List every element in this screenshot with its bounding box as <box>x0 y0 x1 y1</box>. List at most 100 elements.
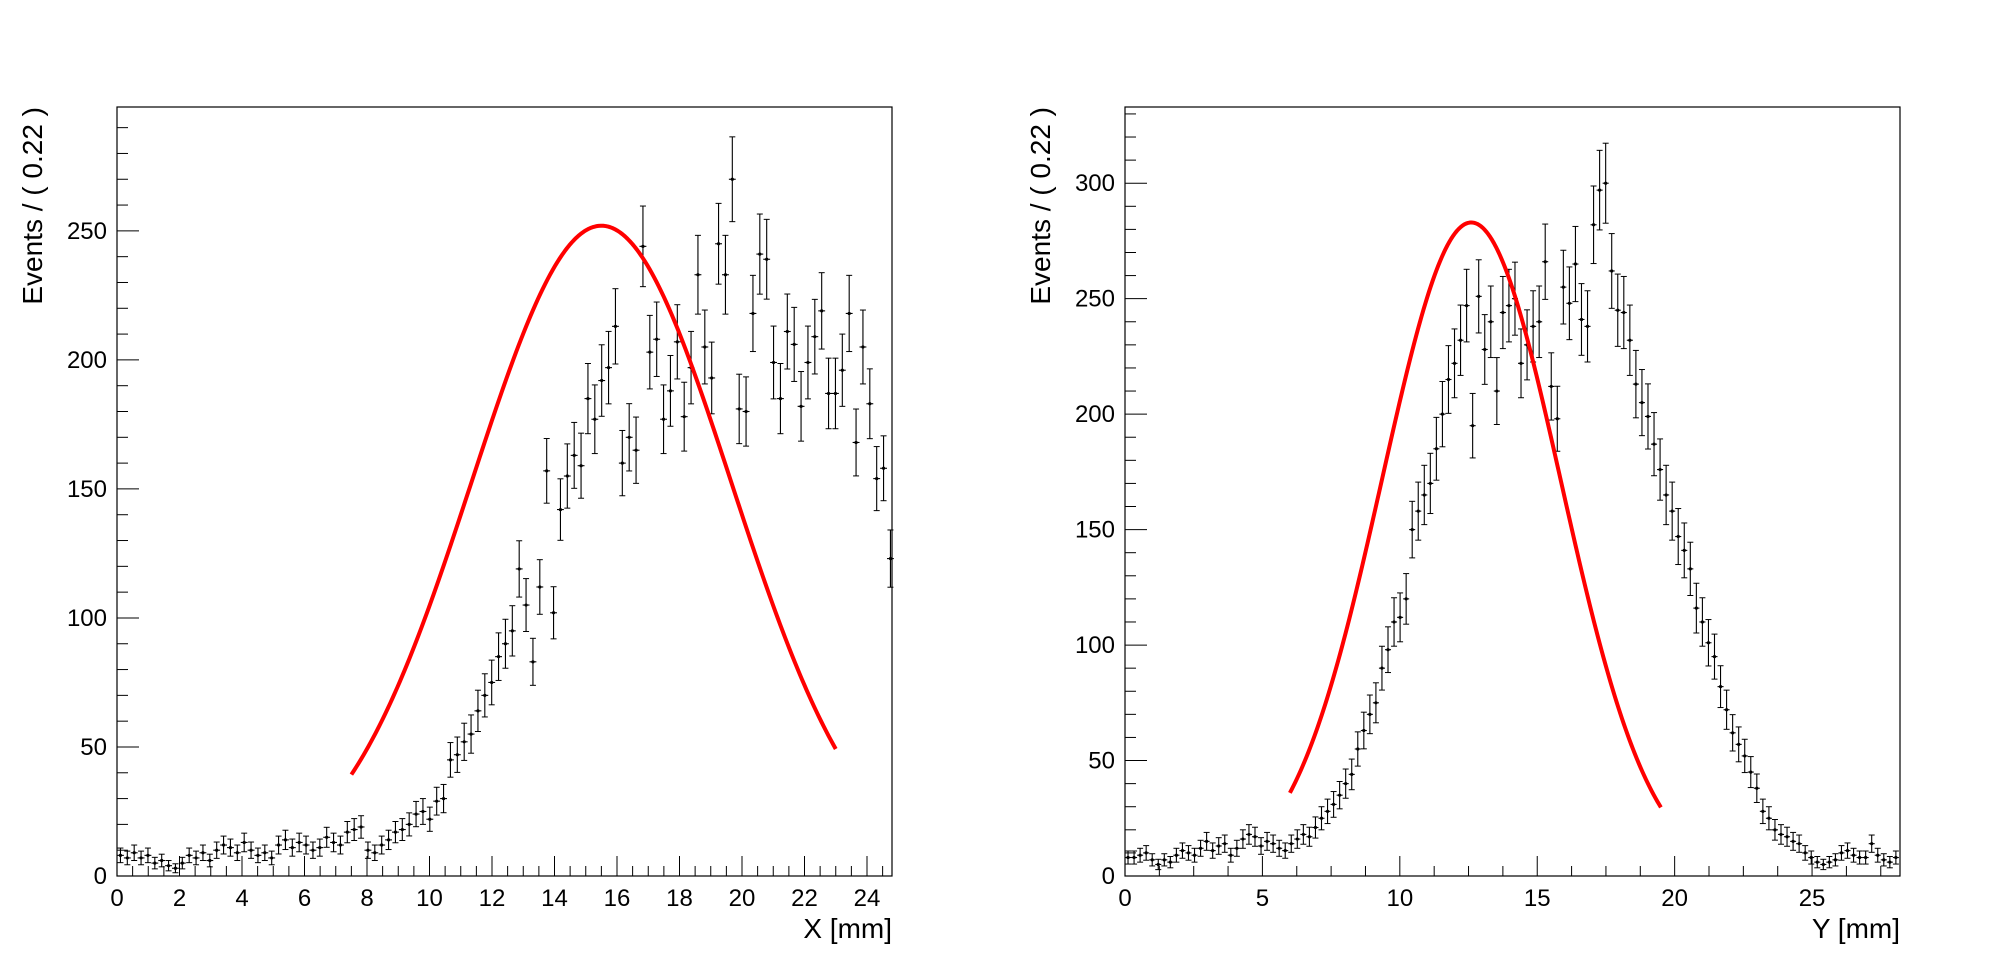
data-point <box>749 274 757 353</box>
data-marker <box>462 740 466 744</box>
data-marker <box>1319 816 1324 820</box>
data-marker <box>1724 708 1729 712</box>
data-point <box>343 820 351 844</box>
data-marker <box>1229 853 1233 857</box>
data-point <box>1427 452 1434 515</box>
x-tick-label: 14 <box>541 885 568 912</box>
data-point <box>1372 682 1379 724</box>
data-marker <box>744 409 748 414</box>
data-marker <box>1211 848 1215 853</box>
data-marker <box>221 843 226 847</box>
data-marker <box>1241 837 1245 841</box>
data-point <box>1233 839 1240 857</box>
data-marker <box>600 378 604 383</box>
data-marker <box>407 822 411 826</box>
x-tick-label: 16 <box>604 885 631 912</box>
data-marker <box>173 866 178 870</box>
data-point <box>1826 855 1833 869</box>
data-point <box>790 306 798 382</box>
data-point <box>1765 806 1772 831</box>
data-point <box>1638 369 1645 437</box>
data-marker <box>132 851 136 855</box>
y-tick-label: 150 <box>1075 517 1115 544</box>
data-marker <box>490 680 494 685</box>
data-marker <box>1851 853 1856 857</box>
data-point <box>866 368 874 440</box>
data-point <box>1439 380 1446 448</box>
data-point <box>460 722 468 761</box>
data-marker <box>778 397 783 401</box>
data-marker <box>723 273 728 277</box>
data-marker <box>366 848 370 852</box>
data-marker <box>455 753 459 757</box>
data-marker <box>710 376 714 380</box>
data-point <box>722 234 729 315</box>
data-marker <box>297 840 301 845</box>
data-point <box>1360 711 1367 750</box>
data-marker <box>380 843 384 847</box>
data-marker <box>1235 846 1239 850</box>
data-marker <box>1555 417 1559 421</box>
data-point <box>1469 392 1476 459</box>
data-marker <box>1362 728 1366 733</box>
data-marker <box>1858 855 1862 860</box>
data-point <box>598 344 606 417</box>
data-point <box>715 202 722 285</box>
data-marker <box>1386 648 1390 652</box>
data-marker <box>1295 837 1299 841</box>
data-marker <box>400 827 404 832</box>
data-point <box>1149 853 1156 867</box>
data-point <box>192 850 200 866</box>
x-tick-label: 10 <box>416 885 443 912</box>
data-marker <box>1404 597 1408 601</box>
data-marker <box>1344 782 1348 786</box>
data-point <box>1433 416 1440 481</box>
data-marker <box>1706 641 1711 645</box>
data-marker <box>737 407 741 411</box>
data-marker <box>331 840 336 845</box>
data-marker <box>758 252 762 256</box>
data-point <box>1209 842 1216 859</box>
data-marker <box>854 440 858 445</box>
data-point <box>660 384 667 455</box>
data-marker <box>1368 712 1372 716</box>
x-tick-label: 20 <box>729 885 756 912</box>
data-point <box>1173 847 1180 863</box>
data-point <box>1161 853 1168 867</box>
data-point <box>577 432 585 499</box>
x-tick-label: 4 <box>235 885 248 912</box>
data-point <box>708 341 716 415</box>
data-marker <box>826 391 831 396</box>
data-marker <box>263 851 267 855</box>
data-marker <box>1755 786 1759 790</box>
data-point <box>1421 464 1428 526</box>
data-point <box>536 559 544 615</box>
data-marker <box>414 812 418 816</box>
data-point <box>1572 225 1579 303</box>
data-marker <box>352 827 356 832</box>
data-point <box>453 736 461 773</box>
data-marker <box>1652 442 1656 446</box>
data-marker <box>1737 742 1741 746</box>
data-point <box>1560 249 1567 325</box>
data-marker <box>634 448 638 452</box>
data-point <box>515 540 523 598</box>
data-point <box>1705 619 1712 667</box>
data-point <box>838 333 846 407</box>
data-point <box>1276 839 1283 857</box>
data-point <box>474 689 482 732</box>
data-marker <box>1761 809 1765 813</box>
data-marker <box>393 830 398 834</box>
x-tick-label: 24 <box>854 885 881 912</box>
data-point <box>398 818 406 841</box>
data-point <box>1590 185 1597 265</box>
data-marker <box>276 843 281 847</box>
data-point <box>1155 858 1162 871</box>
data-point <box>1886 855 1893 869</box>
data-marker <box>1845 848 1850 853</box>
data-point <box>1270 834 1277 853</box>
y-tick-label: 100 <box>67 605 107 632</box>
data-marker <box>118 853 123 857</box>
data-marker <box>469 732 473 736</box>
data-marker <box>1283 848 1287 853</box>
